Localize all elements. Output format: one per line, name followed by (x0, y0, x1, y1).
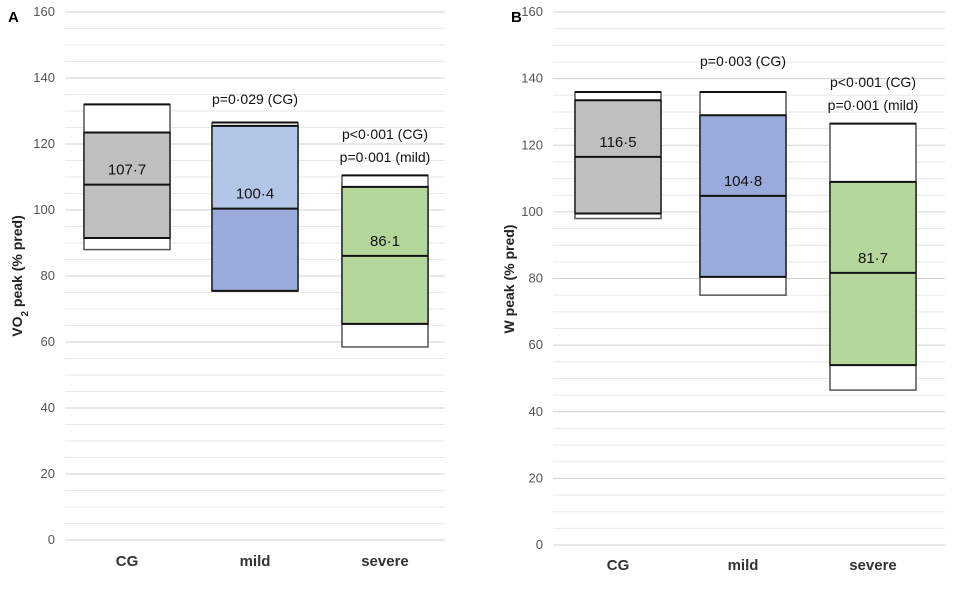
category-label: severe (361, 553, 409, 570)
category-label: CG (607, 557, 630, 574)
y-axis-label: VO2 peak (% pred) (9, 215, 31, 337)
box-lower-half (84, 184, 170, 239)
y-tick-label: 0 (48, 532, 55, 547)
panel-letter: A (8, 9, 19, 26)
p-value-annotation: p<0·001 (CG) (342, 126, 428, 142)
box-upper-half (84, 132, 170, 185)
y-tick-label: 120 (521, 137, 543, 152)
p-value-annotation: p=0·029 (CG) (212, 91, 298, 107)
box-severe: 81·7 (829, 122, 917, 391)
y-tick-label: 140 (33, 70, 55, 85)
box-lower-half (212, 208, 298, 291)
y-tick-label: 0 (536, 537, 543, 552)
y-tick-label: 80 (529, 271, 543, 286)
category-label: mild (240, 553, 271, 570)
y-tick-label: 40 (41, 400, 55, 415)
y-tick-label: 160 (33, 4, 55, 19)
category-label: CG (116, 553, 139, 570)
p-value-annotation: p=0·001 (mild) (340, 149, 431, 165)
category-label: mild (728, 557, 759, 574)
p-value-annotation: p<0·001 (CG) (830, 74, 916, 90)
y-tick-label: 160 (521, 4, 543, 19)
panel-a: 0 20 40 60 80 100 120 140 160 A VO2 peak (% pred) 1… (8, 4, 445, 570)
y-tick-label: 20 (529, 470, 543, 485)
median-value-label: 116·5 (599, 134, 636, 151)
median-value-label: 107·7 (108, 162, 146, 179)
box-lower-half (830, 272, 916, 366)
y-tick-label: 140 (521, 71, 543, 86)
median-value-label: 86·1 (370, 233, 400, 250)
box-lower-half (342, 255, 428, 324)
p-value-annotation: p=0·001 (mild) (828, 97, 919, 113)
box-cg: 107·7 (83, 103, 171, 251)
box-upper-half (575, 100, 661, 157)
median-value-label: 104·8 (724, 173, 762, 190)
box-upper-half (700, 115, 786, 196)
box-severe: 86·1 (341, 174, 429, 348)
box-upper-half (212, 125, 298, 209)
y-tick-label: 40 (529, 404, 543, 419)
box-upper-half (342, 186, 428, 256)
y-axis-label: W peak (% pred) (501, 225, 517, 334)
y-tick-label: 100 (33, 202, 55, 217)
median-value-label: 100·4 (236, 186, 274, 203)
box-upper-half (830, 181, 916, 273)
p-value-annotation: p=0·003 (CG) (700, 53, 786, 69)
y-tick-label: 20 (41, 466, 55, 481)
y-tick-label: 100 (521, 204, 543, 219)
box-mild: 104·8 (699, 90, 787, 296)
panel-letter: B (511, 9, 522, 26)
box-lower-half (700, 195, 786, 277)
y-tick-label: 80 (41, 268, 55, 283)
box-mild: 100·4 (211, 121, 299, 292)
median-value-label: 81·7 (858, 250, 888, 267)
box-cg: 116·5 (574, 90, 662, 220)
box-lower-half (575, 156, 661, 214)
y-tick-label: 120 (33, 136, 55, 151)
y-tick-label: 60 (41, 334, 55, 349)
y-tick-label: 60 (529, 337, 543, 352)
category-label: severe (849, 557, 897, 574)
